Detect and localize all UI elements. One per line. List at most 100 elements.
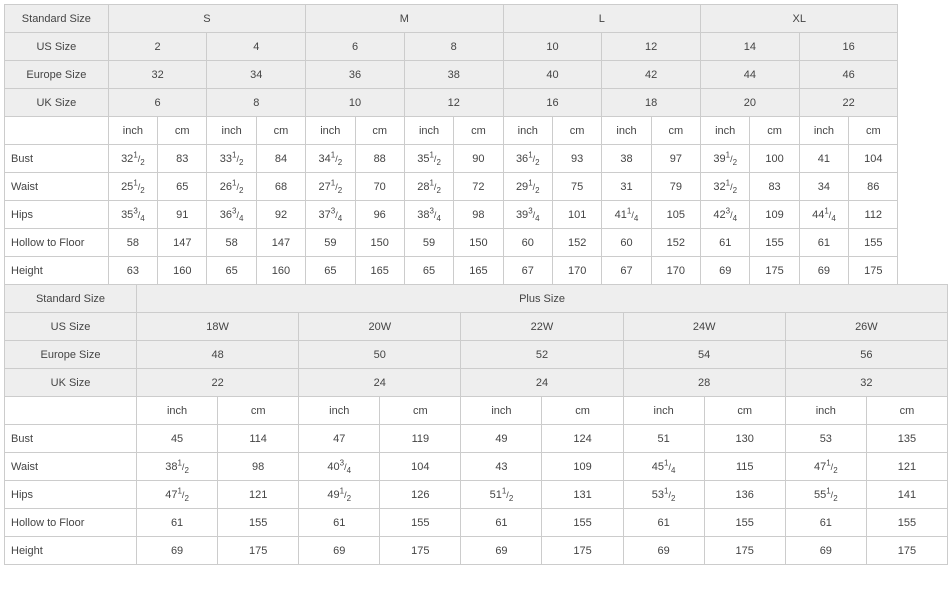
unit-inch: inch <box>404 117 453 145</box>
value-inch: 43 <box>461 453 542 481</box>
value-cm: 65 <box>158 173 207 201</box>
value-inch: 65 <box>404 257 453 285</box>
plus-size-header: Plus Size <box>137 285 948 313</box>
value-inch: 34 <box>799 173 848 201</box>
value-cm: 160 <box>158 257 207 285</box>
value-inch: 47 <box>299 425 380 453</box>
unit-inch: inch <box>701 117 750 145</box>
value-cm: 104 <box>380 453 461 481</box>
uk-size-cell: 24 <box>299 369 461 397</box>
measurement-label: Hips <box>5 201 109 229</box>
value-cm: 119 <box>380 425 461 453</box>
value-inch: 373/4 <box>306 201 355 229</box>
value-inch: 67 <box>503 257 552 285</box>
value-inch: 53 <box>785 425 866 453</box>
uk-size-cell: 20 <box>701 89 800 117</box>
table-row: US Size 2 4 6 8 10 12 14 16 <box>5 33 948 61</box>
value-cm: 121 <box>218 481 299 509</box>
value-cm: 155 <box>704 509 785 537</box>
us-size-cell: 2 <box>108 33 207 61</box>
europe-size-cell: 36 <box>306 61 405 89</box>
value-inch: 551/2 <box>785 481 866 509</box>
value-cm: 70 <box>355 173 404 201</box>
value-inch: 291/2 <box>503 173 552 201</box>
value-inch: 61 <box>461 509 542 537</box>
value-inch: 58 <box>108 229 157 257</box>
value-inch: 49 <box>461 425 542 453</box>
value-inch: 60 <box>503 229 552 257</box>
table-row: Bust321/283331/284341/288351/290361/2933… <box>5 145 948 173</box>
uk-size-cell: 22 <box>137 369 299 397</box>
value-inch: 61 <box>701 229 750 257</box>
value-cm: 155 <box>380 509 461 537</box>
measurement-label: Hollow to Floor <box>5 229 109 257</box>
value-cm: 175 <box>542 537 623 565</box>
value-cm: 175 <box>218 537 299 565</box>
unit-cm: cm <box>866 397 947 425</box>
value-cm: 170 <box>552 257 601 285</box>
unit-inch: inch <box>799 117 848 145</box>
value-cm: 175 <box>704 537 785 565</box>
value-cm: 136 <box>704 481 785 509</box>
value-cm: 165 <box>454 257 503 285</box>
value-inch: 351/2 <box>404 145 453 173</box>
us-size-cell: 8 <box>404 33 503 61</box>
value-cm: 135 <box>866 425 947 453</box>
us-size-header: US Size <box>5 313 137 341</box>
value-inch: 59 <box>306 229 355 257</box>
value-cm: 160 <box>256 257 305 285</box>
value-inch: 441/4 <box>799 201 848 229</box>
unit-cm: cm <box>704 397 785 425</box>
value-cm: 165 <box>355 257 404 285</box>
europe-size-cell: 56 <box>785 341 947 369</box>
value-cm: 175 <box>750 257 799 285</box>
value-cm: 91 <box>158 201 207 229</box>
value-cm: 150 <box>355 229 404 257</box>
unit-cm: cm <box>256 117 305 145</box>
value-inch: 271/2 <box>306 173 355 201</box>
value-inch: 69 <box>799 257 848 285</box>
value-inch: 69 <box>623 537 704 565</box>
value-inch: 281/2 <box>404 173 453 201</box>
value-inch: 67 <box>602 257 651 285</box>
us-size-header: US Size <box>5 33 109 61</box>
plus-size-table: Standard Size Plus Size US Size 18W 20W … <box>4 284 948 565</box>
value-inch: 69 <box>461 537 542 565</box>
value-inch: 341/2 <box>306 145 355 173</box>
value-inch: 69 <box>137 537 218 565</box>
standard-size-header: Standard Size <box>5 285 137 313</box>
us-size-cell: 26W <box>785 313 947 341</box>
value-cm: 109 <box>542 453 623 481</box>
europe-size-header: Europe Size <box>5 341 137 369</box>
us-size-cell: 22W <box>461 313 623 341</box>
size-group-m: M <box>306 5 503 33</box>
value-inch: 61 <box>799 229 848 257</box>
value-inch: 363/4 <box>207 201 256 229</box>
uk-size-cell: 18 <box>602 89 701 117</box>
value-cm: 112 <box>849 201 898 229</box>
table-row: Standard Size S M L XL <box>5 5 948 33</box>
us-size-cell: 20W <box>299 313 461 341</box>
value-cm: 105 <box>651 201 700 229</box>
value-cm: 152 <box>651 229 700 257</box>
europe-size-cell: 32 <box>108 61 207 89</box>
us-size-cell: 4 <box>207 33 306 61</box>
value-cm: 90 <box>454 145 503 173</box>
value-inch: 411/4 <box>602 201 651 229</box>
uk-size-cell: 28 <box>623 369 785 397</box>
measurement-label: Waist <box>5 173 109 201</box>
table-row: UK Size 6 8 10 12 16 18 20 22 <box>5 89 948 117</box>
europe-size-cell: 44 <box>701 61 800 89</box>
value-cm: 92 <box>256 201 305 229</box>
uk-size-cell: 10 <box>306 89 405 117</box>
europe-size-cell: 54 <box>623 341 785 369</box>
us-size-cell: 18W <box>137 313 299 341</box>
value-cm: 155 <box>218 509 299 537</box>
value-cm: 68 <box>256 173 305 201</box>
value-inch: 69 <box>299 537 380 565</box>
value-inch: 31 <box>602 173 651 201</box>
value-cm: 72 <box>454 173 503 201</box>
value-inch: 61 <box>137 509 218 537</box>
table-row: Waist251/265261/268271/270281/272291/275… <box>5 173 948 201</box>
value-cm: 75 <box>552 173 601 201</box>
